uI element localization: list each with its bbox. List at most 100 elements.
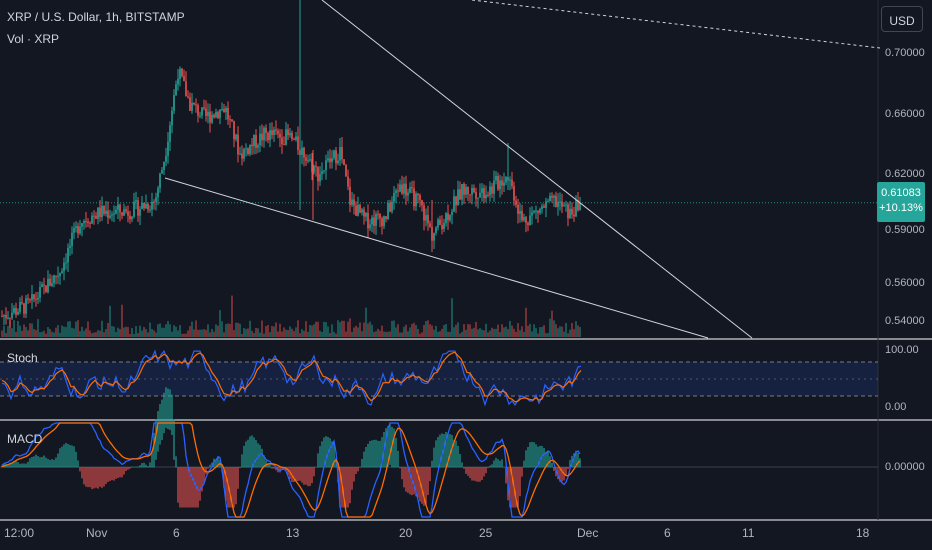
- candle-body: [177, 78, 179, 85]
- candle-body: [475, 192, 477, 199]
- candle-body: [371, 217, 373, 225]
- macd-histogram-bar: [473, 467, 475, 481]
- macd-histogram-bar: [313, 467, 315, 477]
- macd-histogram-bar: [413, 467, 415, 495]
- candle-body: [297, 136, 299, 151]
- candle-body: [331, 157, 333, 163]
- candle-body: [295, 136, 297, 140]
- volume-bar: [251, 330, 253, 337]
- volume-bar: [359, 322, 361, 337]
- macd-histogram-bar: [489, 465, 491, 468]
- candle-body: [27, 298, 29, 300]
- macd-histogram-bar: [27, 461, 29, 468]
- candle-body: [479, 192, 481, 198]
- volume-bar: [165, 324, 167, 337]
- macd-histogram-bar: [523, 460, 525, 468]
- candle-body: [543, 206, 545, 208]
- trendline-lower: [164, 177, 709, 339]
- candle-body: [129, 215, 131, 220]
- candle-body: [525, 217, 527, 223]
- macd-histogram-bar: [43, 455, 45, 468]
- volume-bar: [305, 321, 307, 337]
- volume-bar: [225, 324, 227, 337]
- candle-body: [315, 166, 317, 168]
- candle-body: [45, 285, 47, 293]
- time-tick: 6: [664, 526, 671, 540]
- macd-histogram-bar: [487, 467, 489, 468]
- macd-histogram-bar: [573, 453, 575, 468]
- candle-body: [545, 201, 547, 208]
- macd-histogram-bar: [115, 467, 117, 479]
- candle-body: [243, 148, 245, 159]
- candle-body: [3, 315, 5, 317]
- candle-body: [571, 208, 573, 215]
- volume-bar: [139, 325, 141, 337]
- stoch-d-line: [1, 351, 582, 403]
- candle-body: [399, 184, 401, 192]
- volume-bar: [559, 326, 561, 337]
- candle-body: [563, 205, 565, 207]
- volume-bar: [515, 331, 517, 337]
- volume-bar: [413, 322, 415, 337]
- macd-histogram-bar: [97, 467, 99, 489]
- macd-histogram-bar: [295, 467, 297, 482]
- macd-histogram-bar: [303, 467, 305, 485]
- macd-histogram-bar: [175, 456, 177, 468]
- candle-body: [251, 144, 253, 147]
- candle-body: [455, 196, 457, 206]
- macd-histogram-bar: [499, 460, 501, 468]
- candle-body: [495, 176, 497, 181]
- candle-body: [311, 159, 313, 172]
- volume-bar: [137, 333, 139, 337]
- macd-histogram-bar: [167, 388, 169, 430]
- volume-bar: [183, 333, 185, 337]
- candle-body: [319, 173, 321, 182]
- macd-title: MACD: [7, 432, 43, 446]
- candle-body: [425, 215, 427, 221]
- candle-body: [301, 147, 303, 155]
- volume-bar: [173, 325, 175, 337]
- volume-bar: [237, 322, 239, 337]
- macd-histogram-bar: [117, 467, 119, 479]
- volume-bar: [245, 329, 247, 337]
- volume-bar: [517, 323, 519, 337]
- volume-bar: [127, 327, 129, 337]
- volume-bar: [343, 320, 345, 337]
- volume-bar: [119, 329, 121, 337]
- candle-body: [147, 203, 149, 210]
- candle-body: [561, 201, 563, 207]
- candle-body: [423, 205, 425, 221]
- candle-body: [485, 194, 487, 199]
- candle-body: [499, 180, 501, 190]
- volume-bar: [521, 326, 523, 337]
- volume-bar: [107, 322, 109, 337]
- volume-bar: [93, 332, 95, 337]
- volume-bar: [219, 310, 221, 337]
- volume-bar: [297, 320, 299, 337]
- candle-body: [263, 127, 265, 141]
- candle-body: [169, 125, 171, 142]
- candle-body: [63, 262, 65, 272]
- volume-bar: [121, 304, 123, 337]
- volume-bar: [431, 325, 433, 337]
- volume-bar: [509, 320, 511, 337]
- candle-body: [83, 221, 85, 224]
- macd-histogram-bar: [207, 467, 209, 469]
- candle-body: [101, 205, 103, 218]
- candle-body: [349, 186, 351, 205]
- volume-bar: [491, 327, 493, 337]
- volume-bar: [39, 332, 41, 337]
- volume-bar: [231, 295, 233, 337]
- currency-button[interactable]: USD: [881, 6, 923, 32]
- volume-bar: [177, 330, 179, 337]
- candle-body: [467, 187, 469, 195]
- volume-bar: [439, 331, 441, 337]
- macd-histogram-bar: [215, 459, 217, 468]
- macd-histogram-bar: [51, 459, 53, 468]
- candle-body: [517, 204, 519, 214]
- macd-histogram-bar: [319, 446, 321, 468]
- volume-bar: [363, 322, 365, 337]
- candle-body: [61, 271, 63, 274]
- volume-bar: [561, 326, 563, 337]
